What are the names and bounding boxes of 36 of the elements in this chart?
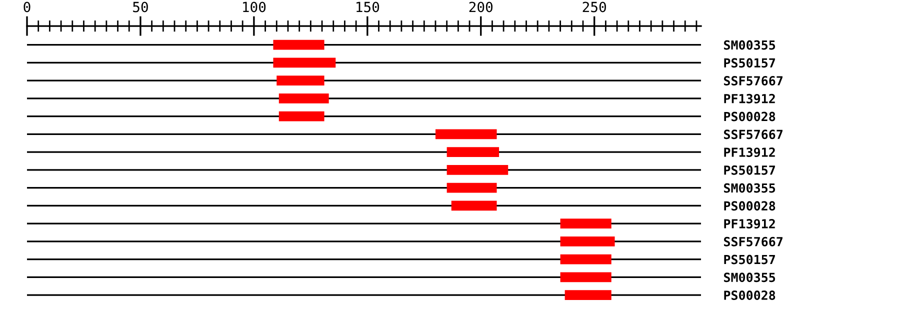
bar (446, 182, 497, 193)
y-tick-label: SSF57667 (724, 236, 782, 246)
x-tick-label: 250 (582, 2, 606, 12)
y-tick-label: PS00028 (724, 112, 776, 122)
bar (560, 254, 612, 264)
bar (446, 165, 508, 175)
y-tick-label: PS50157 (724, 254, 775, 264)
y-tick-label: PF13912 (724, 148, 775, 158)
y-tick-label: PF13912 (724, 94, 775, 104)
y-tick-label: SM00355 (724, 40, 776, 50)
x-tick-label: 100 (243, 2, 266, 12)
x-tick-label: 150 (356, 2, 380, 12)
x-tick-label: 0 (24, 2, 30, 12)
bar (435, 129, 497, 140)
x-tick-label: 200 (469, 2, 493, 12)
y-tick-label: PS00028 (724, 290, 776, 300)
bar (446, 147, 500, 157)
y-tick-label: PS50157 (724, 165, 775, 175)
y-tick-label: SSF57667 (724, 130, 782, 140)
y-tick-label: SSF57667 (724, 76, 782, 86)
y-tick-label: SM00355 (724, 183, 776, 193)
x-tick-label: 50 (133, 2, 148, 12)
bar (278, 94, 329, 104)
bar (273, 58, 336, 68)
bar (560, 218, 612, 228)
bar (560, 236, 615, 246)
y-tick-label: PF13912 (724, 219, 775, 229)
y-tick-label: PS50157 (724, 58, 775, 68)
bar (564, 290, 612, 300)
y-tick-label: PS00028 (724, 201, 776, 211)
y-tick-label: SM00355 (724, 272, 776, 282)
bar (278, 111, 324, 122)
bar (451, 200, 497, 211)
bar (276, 76, 324, 86)
bar (560, 272, 612, 282)
bar (273, 40, 324, 50)
